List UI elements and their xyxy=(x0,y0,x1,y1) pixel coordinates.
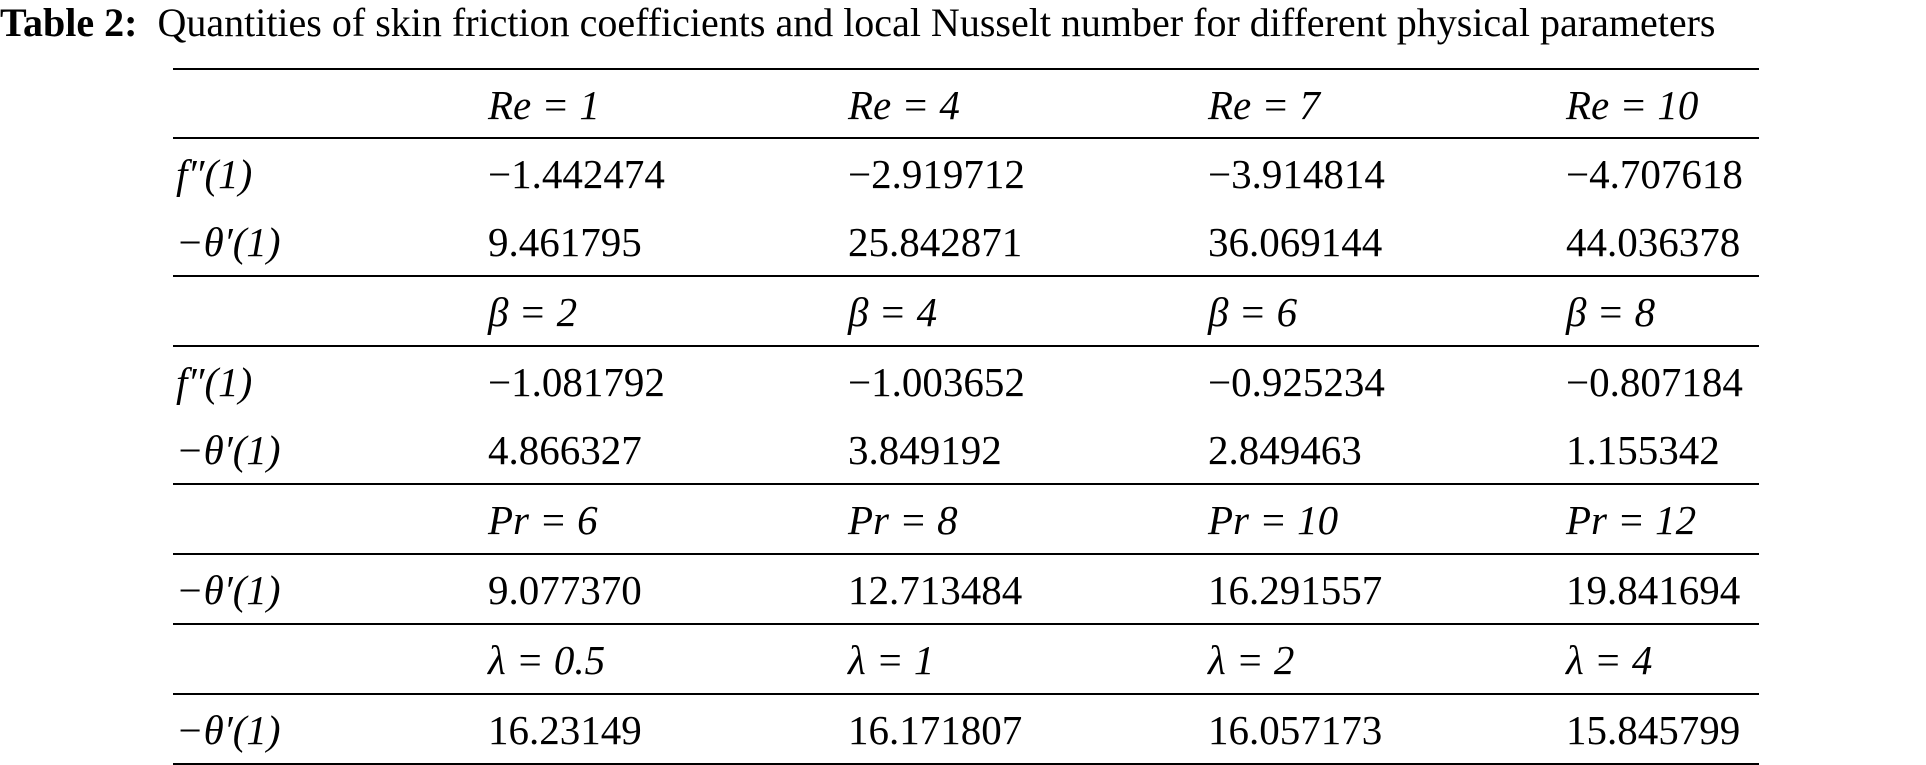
row-label: −θ′(1) xyxy=(176,219,281,265)
table-row: −θ′(1) 9.461795 25.842871 36.069144 44.0… xyxy=(173,207,1759,277)
row-label: f″(1) xyxy=(176,151,253,197)
table-cell: 9.461795 xyxy=(488,219,642,265)
header-row-lambda: λ = 0.5 λ = 1 λ = 2 λ = 4 xyxy=(173,625,1759,695)
table-cell: −4.707618 xyxy=(1566,151,1743,197)
header-cell: λ = 0.5 xyxy=(488,637,606,683)
header-cell: Pr = 10 xyxy=(1208,497,1339,543)
header-cell: λ = 4 xyxy=(1566,637,1653,683)
table-cell: 36.069144 xyxy=(1208,219,1383,265)
table-cell: 16.057173 xyxy=(1208,707,1383,753)
table-cell: 12.713484 xyxy=(848,567,1023,613)
table-row: −θ′(1) 9.077370 12.713484 16.291557 19.8… xyxy=(173,555,1759,625)
table-row: −θ′(1) 4.866327 3.849192 2.849463 1.1553… xyxy=(173,415,1759,485)
row-label: −θ′(1) xyxy=(176,707,281,753)
caption-label: Table 2: xyxy=(0,0,138,45)
header-row-pr: Pr = 6 Pr = 8 Pr = 10 Pr = 12 xyxy=(173,485,1759,555)
caption-text: Quantities of skin friction coefficients… xyxy=(157,0,1716,45)
row-label: −θ′(1) xyxy=(176,427,281,473)
table-cell: −1.003652 xyxy=(848,359,1025,405)
row-label: f″(1) xyxy=(176,359,253,405)
header-cell: Re = 7 xyxy=(1208,82,1320,128)
table-cell: −0.925234 xyxy=(1208,359,1385,405)
table-cell: −1.081792 xyxy=(488,359,665,405)
table-cell: 1.155342 xyxy=(1566,427,1720,473)
table-cell: 19.841694 xyxy=(1566,567,1741,613)
results-table: Re = 1 Re = 4 Re = 7 Re = 10 f″(1) −1.44… xyxy=(173,68,1759,765)
table-cell: −0.807184 xyxy=(1566,359,1743,405)
header-cell: Pr = 12 xyxy=(1566,497,1697,543)
header-row-re: Re = 1 Re = 4 Re = 7 Re = 10 xyxy=(173,68,1759,139)
header-cell: λ = 1 xyxy=(848,637,935,683)
table-row: −θ′(1) 16.23149 16.171807 16.057173 15.8… xyxy=(173,695,1759,765)
header-cell: Re = 4 xyxy=(848,82,960,128)
header-cell: λ = 2 xyxy=(1208,637,1295,683)
table-cell: 16.291557 xyxy=(1208,567,1383,613)
table-cell: 3.849192 xyxy=(848,427,1002,473)
header-cell: Re = 1 xyxy=(488,82,600,128)
table-row: f″(1) −1.081792 −1.003652 −0.925234 −0.8… xyxy=(173,347,1759,415)
table-cell: 16.23149 xyxy=(488,707,642,753)
table-caption: Table 2: Quantities of skin friction coef… xyxy=(0,0,1926,56)
header-cell: β = 2 xyxy=(488,289,578,335)
table-cell: 44.036378 xyxy=(1566,219,1741,265)
table-cell: 2.849463 xyxy=(1208,427,1362,473)
row-label: −θ′(1) xyxy=(176,567,281,613)
header-cell: β = 8 xyxy=(1566,289,1656,335)
header-cell: Pr = 8 xyxy=(848,497,958,543)
header-cell: Pr = 6 xyxy=(488,497,598,543)
header-cell: β = 6 xyxy=(1208,289,1298,335)
table-cell: 15.845799 xyxy=(1566,707,1741,753)
table-cell: 16.171807 xyxy=(848,707,1023,753)
header-cell: Re = 10 xyxy=(1566,82,1699,128)
header-row-beta: β = 2 β = 4 β = 6 β = 8 xyxy=(173,277,1759,347)
table-cell: 25.842871 xyxy=(848,219,1023,265)
table-row: f″(1) −1.442474 −2.919712 −3.914814 −4.7… xyxy=(173,139,1759,207)
table-cell: −1.442474 xyxy=(488,151,665,197)
table-cell: −3.914814 xyxy=(1208,151,1385,197)
table-cell: −2.919712 xyxy=(848,151,1025,197)
table-cell: 9.077370 xyxy=(488,567,642,613)
table-cell: 4.866327 xyxy=(488,427,642,473)
header-cell: β = 4 xyxy=(848,289,938,335)
